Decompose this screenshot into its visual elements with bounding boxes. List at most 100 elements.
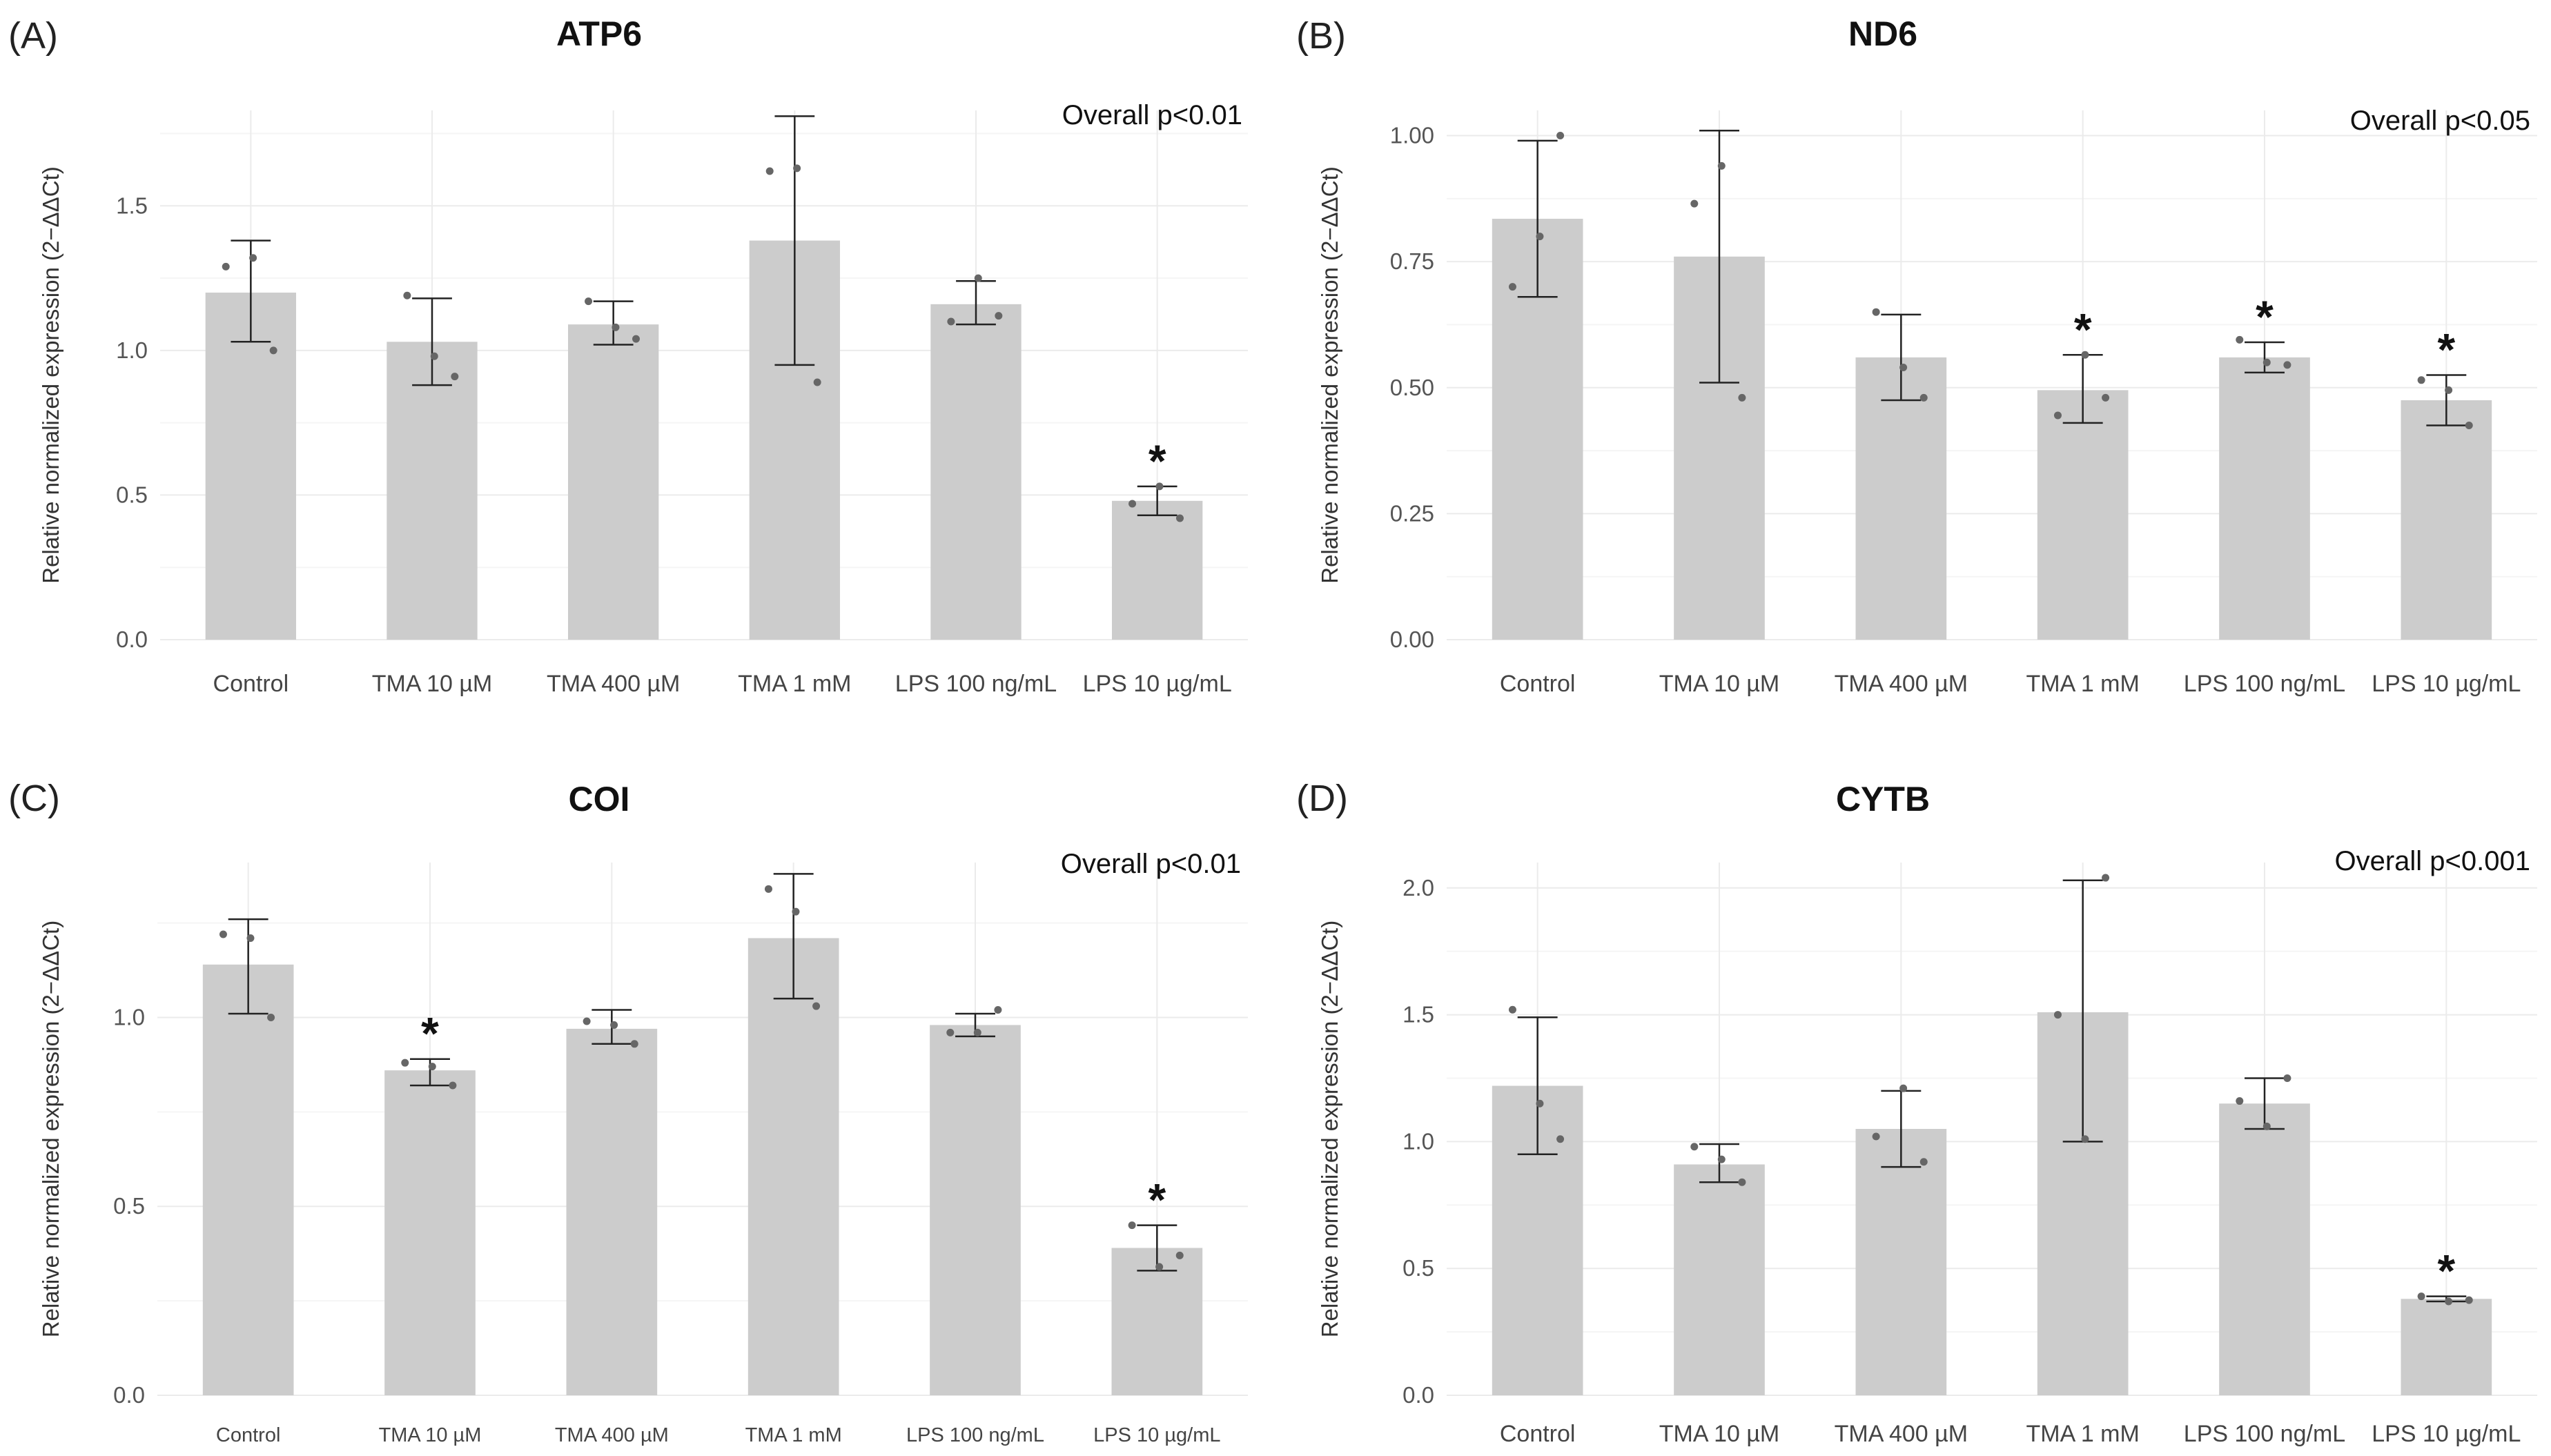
data-point bbox=[451, 373, 459, 381]
data-point bbox=[765, 167, 774, 175]
data-point bbox=[1536, 233, 1544, 241]
data-point bbox=[2417, 1292, 2425, 1301]
data-point bbox=[973, 1028, 981, 1036]
data-point bbox=[2417, 376, 2425, 384]
significance-star: * bbox=[2256, 291, 2274, 342]
chart-atp6: 0.0 0.5 1.0 1.5 Control TMA 10 µM TMA 400 µM TM… bbox=[8, 14, 1248, 697]
x-tick-label: LPS 10 µg/mL bbox=[2372, 1421, 2521, 1447]
y-axis-label: Relative normalized expression (2−ΔΔCt) bbox=[1317, 166, 1342, 583]
y-tick-label: 2.0 bbox=[1402, 875, 1434, 901]
data-point bbox=[2283, 1074, 2291, 1082]
data-point bbox=[630, 1040, 638, 1048]
data-point bbox=[812, 1002, 821, 1010]
panel-letter: (D) bbox=[1296, 778, 1348, 819]
chart-nd6: 0.00 0.25 0.50 0.75 1.00 Control TMA 10 µM TMA … bbox=[1296, 14, 2537, 697]
data-point bbox=[246, 934, 255, 943]
data-point bbox=[1128, 1221, 1136, 1230]
data-point bbox=[222, 262, 230, 270]
data-point bbox=[2081, 1135, 2089, 1143]
data-point bbox=[2445, 386, 2453, 394]
x-tick-label: TMA 10 µM bbox=[372, 671, 493, 697]
data-point bbox=[1128, 500, 1137, 508]
data-point bbox=[430, 352, 438, 360]
data-point bbox=[2081, 351, 2089, 359]
significance-star: * bbox=[2437, 324, 2455, 375]
y-tick-label: 0.75 bbox=[1390, 248, 1434, 274]
x-tick-label: TMA 10 µM bbox=[1659, 671, 1780, 697]
x-tick-label: TMA 1 mM bbox=[745, 1424, 842, 1446]
bar bbox=[747, 938, 839, 1395]
bar bbox=[387, 342, 478, 640]
x-tick-label: LPS 100 ng/mL bbox=[906, 1424, 1044, 1446]
data-point bbox=[1176, 514, 1184, 522]
y-tick-label: 1.0 bbox=[116, 337, 148, 363]
data-point bbox=[2445, 1297, 2453, 1306]
significance-star: * bbox=[2074, 304, 2092, 355]
data-point bbox=[585, 297, 593, 306]
y-axis-label: Relative normalized expression (2−ΔΔCt) bbox=[1317, 921, 1342, 1337]
data-point bbox=[2236, 335, 2244, 344]
x-tick-label: LPS 10 µg/mL bbox=[1083, 671, 1232, 697]
data-point bbox=[1899, 1084, 1908, 1092]
bar bbox=[384, 1070, 476, 1395]
data-point bbox=[249, 254, 257, 262]
x-tick-label: TMA 400 µM bbox=[555, 1424, 669, 1446]
bar bbox=[2219, 357, 2310, 640]
chart-title: CYTB bbox=[1836, 780, 1930, 818]
data-point bbox=[974, 274, 982, 282]
data-point bbox=[1919, 1158, 1928, 1166]
significance-star: * bbox=[2437, 1246, 2455, 1297]
y-tick-label: 0.50 bbox=[1390, 375, 1434, 400]
data-point bbox=[1717, 161, 1726, 170]
x-tick-label: TMA 1 mM bbox=[2026, 671, 2139, 697]
x-tick-label: TMA 10 µM bbox=[1659, 1421, 1780, 1447]
data-point bbox=[1872, 1132, 1880, 1141]
bar bbox=[1855, 1129, 1947, 1395]
data-point bbox=[792, 907, 800, 916]
panel-letter: (C) bbox=[8, 778, 60, 819]
x-tick-label: LPS 100 ng/mL bbox=[2184, 1421, 2345, 1447]
y-tick-label: 0.0 bbox=[1402, 1382, 1434, 1408]
significance-star: * bbox=[1148, 1174, 1166, 1226]
overall-p-value: Overall p<0.01 bbox=[1061, 849, 1241, 879]
significance-star: * bbox=[1149, 435, 1166, 486]
data-point bbox=[995, 312, 1003, 320]
y-tick-label: 1.5 bbox=[116, 193, 148, 218]
data-point bbox=[2102, 874, 2110, 882]
bar bbox=[1112, 500, 1203, 640]
y-tick-label: 0.5 bbox=[1402, 1255, 1434, 1281]
data-point bbox=[2262, 1122, 2271, 1130]
bar bbox=[202, 964, 294, 1395]
bar bbox=[1855, 357, 1947, 640]
data-point bbox=[449, 1081, 457, 1090]
panel-letter: (B) bbox=[1296, 15, 1346, 57]
data-point bbox=[1556, 132, 1565, 140]
bar bbox=[1674, 1164, 1765, 1395]
data-point bbox=[269, 346, 277, 355]
x-tick-label: LPS 100 ng/mL bbox=[2184, 671, 2345, 697]
data-point bbox=[1556, 1135, 1565, 1143]
data-point bbox=[1738, 393, 1746, 402]
y-tick-label: 0.0 bbox=[113, 1382, 145, 1408]
data-point bbox=[632, 335, 640, 343]
y-tick-label: 0.5 bbox=[116, 482, 148, 507]
significance-star: * bbox=[421, 1008, 439, 1059]
data-point bbox=[2053, 1011, 2062, 1019]
x-tick-label: TMA 400 µM bbox=[547, 671, 680, 697]
x-tick-label: LPS 10 µg/mL bbox=[2372, 671, 2521, 697]
data-point bbox=[2465, 422, 2473, 430]
data-point bbox=[2102, 393, 2110, 402]
x-tick-label: Control bbox=[1500, 671, 1576, 697]
data-point bbox=[1717, 1155, 1726, 1163]
y-tick-label: 0.25 bbox=[1390, 500, 1434, 526]
data-point bbox=[793, 164, 801, 173]
overall-p-value: Overall p<0.01 bbox=[1062, 100, 1242, 130]
bar bbox=[930, 304, 1022, 640]
data-point bbox=[1690, 199, 1699, 208]
overall-p-value: Overall p<0.001 bbox=[2334, 846, 2530, 876]
data-point bbox=[428, 1063, 436, 1071]
y-tick-label: 1.5 bbox=[1402, 1002, 1434, 1027]
data-point bbox=[219, 930, 227, 938]
data-point bbox=[1175, 1251, 1184, 1259]
data-point bbox=[994, 1006, 1002, 1014]
